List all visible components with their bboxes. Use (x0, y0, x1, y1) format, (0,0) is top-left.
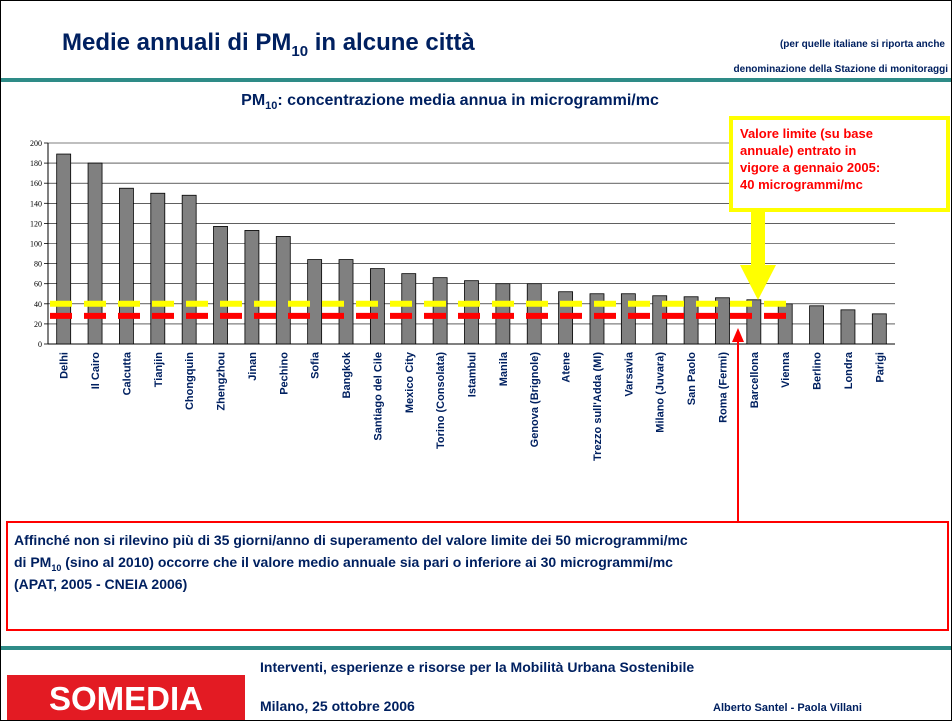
bar (275, 236, 291, 345)
y-tick-label: 40 (34, 300, 42, 309)
bar (840, 309, 856, 345)
bar (56, 153, 72, 345)
bar (181, 194, 197, 345)
bar (432, 277, 448, 345)
limit-text: Valore limite (su base annuale) entrato … (740, 126, 880, 192)
bar (746, 299, 762, 345)
x-tick-label: Atene (561, 352, 573, 383)
x-tick-label: Berlino (812, 352, 824, 390)
slide-title: Medie annuali di PM10 in alcune città (62, 29, 475, 60)
note-line: Affinché non si rilevino più di 35 giorn… (14, 532, 688, 548)
x-tick-label: Vienna (780, 351, 792, 388)
bar (150, 192, 166, 345)
y-tick-label: 200 (30, 139, 42, 148)
yellow-arrow-head (740, 265, 776, 300)
x-tick-label: Varsavia (623, 351, 635, 397)
footer-authors: Alberto Santel - Paola Villani (713, 702, 862, 714)
red-arrow-head (732, 328, 744, 342)
y-tick-label: 60 (34, 280, 42, 289)
x-tick-label: Roma (Fermi) (717, 352, 729, 423)
y-tick-label: 80 (34, 260, 42, 269)
bar (777, 303, 793, 345)
limit-line: vigore a gennaio 2005: (740, 160, 880, 175)
x-tick-label: Santiago del Cile (372, 352, 384, 441)
title-part: in alcune città (308, 29, 475, 56)
footer-line: Milano, 25 ottobre 2006 (260, 698, 415, 714)
chart-title-part: PM (241, 92, 265, 109)
x-tick-label: Tianjin (153, 352, 165, 388)
y-tick-label: 140 (30, 199, 42, 208)
x-tick-label: Pechino (278, 352, 290, 395)
x-tick-label: Londra (843, 351, 855, 389)
y-tick-label: 180 (30, 159, 42, 168)
x-tick-label: Jinan (247, 352, 259, 381)
bar (464, 280, 479, 345)
chart-title-part: : concentrazione media annua in microgra… (277, 92, 659, 109)
x-tick-label: Sofia (310, 351, 322, 379)
x-tick-label: Trezzo sull'Adda (MI) (592, 352, 604, 461)
x-tick-label: Delhi (59, 352, 71, 379)
y-tick-label: 100 (30, 240, 42, 249)
logo: SOMEDIA (49, 680, 203, 717)
x-tick-label: Zhengzhou (216, 352, 228, 411)
footer-line: Interventi, esperienze e risorse per la … (260, 659, 694, 675)
title-part: Medie annuali di PM (62, 29, 291, 56)
chart-title: PM10: concentrazione media annua in micr… (241, 92, 659, 112)
limit-line: Valore limite (su base (740, 126, 873, 141)
bar (401, 273, 417, 345)
footer-rule (1, 646, 951, 650)
note-text: Affinché non si rilevino più di 35 giorn… (14, 532, 688, 592)
bar (119, 187, 134, 345)
x-tick-label: Mexico City (404, 351, 416, 413)
x-tick-label: Istambul (467, 352, 479, 397)
y-tick-label: 120 (30, 219, 42, 228)
bar (715, 297, 730, 345)
note-box (6, 521, 949, 631)
limit-line: annuale) entrato in (740, 143, 856, 158)
title-sub: 10 (291, 43, 308, 60)
x-tick-label: Bangkok (341, 351, 353, 398)
note-part: di PM (14, 554, 51, 570)
x-tick-label: Parigi (874, 352, 886, 383)
note-part: (sino al 2010) occorre che il valore med… (61, 554, 673, 570)
header-note: (per quelle italiane si riporta anche (780, 39, 945, 50)
x-tick-label: Chongquin (184, 352, 196, 410)
x-tick-label: San Paolo (686, 352, 698, 405)
x-tick-label: Milano (Juvara) (655, 352, 667, 433)
note-sub: 10 (51, 563, 61, 573)
logo-bg (7, 675, 245, 720)
header-rule (1, 78, 951, 82)
bar (213, 226, 228, 345)
yellow-arrow-shaft (751, 212, 765, 267)
bar (683, 296, 699, 345)
bar (809, 305, 824, 345)
bar (87, 162, 103, 345)
limit-line: 40 microgrammi/mc (740, 177, 863, 192)
limit-box (729, 116, 950, 212)
bar (244, 230, 260, 345)
plot: 0 20 40 60 80 100 120 140 160 180 200 Delhi Il Cairo… (30, 139, 895, 461)
note-line: di PM10 (sino al 2010) occorre che il va… (14, 554, 673, 573)
note-line: (APAT, 2005 - CNEIA 2006) (14, 576, 187, 592)
y-tick-label: 20 (34, 320, 42, 329)
y-tick-label: 0 (38, 340, 42, 349)
header-note: denominazione della Stazione di monitora… (734, 64, 949, 75)
x-tick-label: Barcellona (749, 351, 761, 408)
bar (652, 295, 668, 345)
x-tick-label: Genova (Brignole) (529, 352, 541, 448)
x-tick-label: Torino (Consolata) (435, 352, 447, 449)
bar (871, 313, 887, 345)
x-tick-label: Il Cairo (90, 352, 102, 390)
chart-title-sub: 10 (265, 100, 277, 112)
x-tick-label: Calcutta (121, 351, 133, 395)
y-tick-label: 160 (30, 179, 42, 188)
x-tick-label: Manila (498, 351, 510, 386)
